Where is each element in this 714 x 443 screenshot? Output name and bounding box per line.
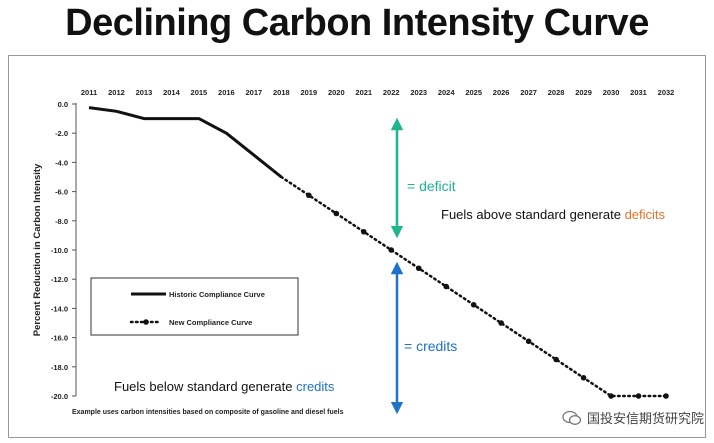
series-point-new bbox=[663, 393, 669, 399]
below-standard-text: Fuels below standard generate credits bbox=[114, 379, 335, 394]
x-tick-label: 2022 bbox=[383, 88, 400, 97]
x-tick-label: 2031 bbox=[630, 88, 647, 97]
series-point-new bbox=[360, 228, 367, 235]
series-point-new bbox=[388, 247, 395, 253]
series-point-new bbox=[470, 301, 477, 308]
x-tick-label: 2028 bbox=[548, 88, 565, 97]
deficits-word: deficits bbox=[625, 207, 666, 222]
watermark-text: 国投安信期货研究院 bbox=[586, 412, 704, 427]
legend: Historic Compliance Curve New Compliance… bbox=[90, 277, 299, 336]
legend-marker-new bbox=[143, 319, 149, 325]
y-tick-label: -6.0 bbox=[55, 188, 68, 197]
x-tick-label: 2016 bbox=[218, 88, 235, 97]
y-tick-label: 0.0 bbox=[58, 100, 68, 109]
x-tick-label: 2024 bbox=[438, 88, 456, 97]
chart-frame bbox=[8, 55, 706, 438]
below-standard-prefix: Fuels below standard generate bbox=[114, 379, 296, 394]
x-tick-label: 2015 bbox=[191, 88, 208, 97]
deficit-label: = deficit bbox=[407, 178, 456, 194]
legend-label-historic: Historic Compliance Curve bbox=[169, 290, 265, 299]
y-tick-label: -10.0 bbox=[51, 246, 68, 255]
y-tick-label: -8.0 bbox=[55, 217, 68, 226]
credits-label: = credits bbox=[404, 338, 457, 354]
x-tick-label: 2027 bbox=[520, 88, 537, 97]
x-tick-label: 2011 bbox=[81, 88, 97, 97]
x-tick-label: 2021 bbox=[355, 88, 372, 97]
chart-title: Declining Carbon Intensity Curve bbox=[65, 2, 649, 44]
x-tick-label: 2012 bbox=[108, 88, 125, 97]
footnote: Example uses carbon intensities based on… bbox=[72, 409, 344, 416]
x-tick-label: 2019 bbox=[300, 88, 317, 97]
series-point-new bbox=[333, 210, 340, 217]
series-point-new bbox=[415, 265, 422, 272]
above-standard-text: Fuels above standard generate deficits bbox=[441, 207, 666, 222]
watermark: 国投安信期货研究院 bbox=[562, 408, 704, 427]
y-tick-label: -20.0 bbox=[51, 392, 68, 401]
series-point-new bbox=[498, 320, 504, 326]
y-tick-label: -18.0 bbox=[51, 363, 68, 372]
legend-box bbox=[90, 277, 299, 336]
credits-word: credits bbox=[296, 379, 335, 394]
x-tick-label: 2017 bbox=[246, 88, 263, 97]
y-tick-label: -14.0 bbox=[51, 304, 68, 313]
above-standard-prefix: Fuels above standard generate bbox=[441, 207, 625, 222]
y-tick-label: -16.0 bbox=[51, 334, 68, 343]
series-point-new bbox=[553, 356, 559, 363]
series-point-new bbox=[635, 393, 642, 399]
x-tick-label: 2032 bbox=[658, 88, 675, 97]
series-point-new bbox=[608, 393, 614, 399]
x-tick-label: 2030 bbox=[603, 88, 620, 97]
legend-label-new: New Compliance Curve bbox=[169, 318, 252, 327]
series-line-historic bbox=[88, 106, 283, 179]
series-point-new bbox=[580, 374, 587, 381]
x-tick-label: 2025 bbox=[465, 88, 482, 97]
y-tick-label: -2.0 bbox=[55, 129, 68, 138]
y-tick-label: -4.0 bbox=[55, 158, 68, 167]
series-point-new bbox=[525, 338, 532, 345]
x-tick-label: 2014 bbox=[163, 88, 181, 97]
x-tick-label: 2013 bbox=[136, 88, 153, 97]
x-tick-label: 2029 bbox=[575, 88, 592, 97]
y-tick-label: -12.0 bbox=[51, 275, 68, 284]
y-axis-label: Percent Reduction in Carbon Intensity bbox=[32, 163, 43, 336]
x-tick-label: 2026 bbox=[493, 88, 510, 97]
wechat-icon bbox=[562, 410, 582, 426]
series-point-new bbox=[306, 192, 312, 199]
series-point-new bbox=[443, 283, 449, 290]
x-tick-label: 2023 bbox=[410, 88, 427, 97]
x-tick-label: 2018 bbox=[273, 88, 290, 97]
x-tick-label: 2020 bbox=[328, 88, 345, 97]
